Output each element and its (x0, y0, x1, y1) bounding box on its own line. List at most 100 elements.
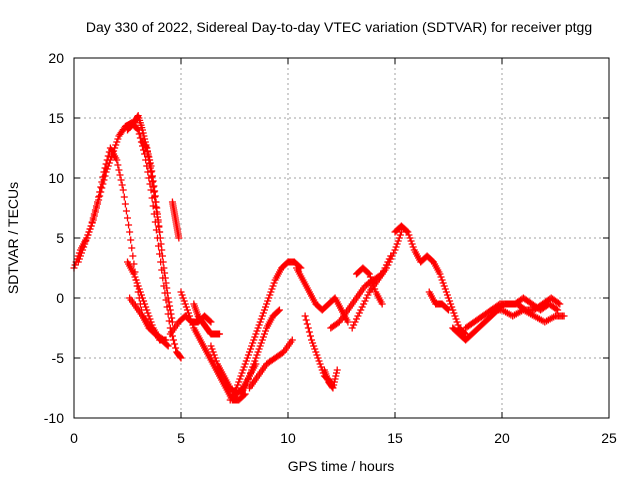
data-point (141, 300, 149, 308)
data-point (552, 305, 560, 313)
data-point (87, 222, 95, 230)
data-point (316, 360, 324, 368)
data-point (443, 305, 451, 313)
y-axis-label: SDTVAR / TECUs (5, 182, 21, 294)
data-point (130, 270, 138, 278)
data-point (112, 141, 120, 149)
data-point (243, 354, 251, 362)
data-point (211, 354, 219, 362)
data-point (148, 173, 156, 181)
data-point (306, 332, 314, 340)
x-tick-label: 0 (70, 430, 78, 446)
data-point (158, 246, 166, 254)
data-point (145, 153, 153, 161)
data-point (396, 231, 404, 239)
data-point (164, 294, 172, 302)
data-point (125, 221, 133, 229)
series-arc-21 (391, 222, 470, 338)
data-point (167, 310, 175, 318)
data-point (443, 291, 451, 299)
data-point (362, 294, 370, 302)
data-point (122, 207, 130, 215)
data-point (366, 273, 374, 281)
data-point (309, 339, 317, 347)
y-tick-label: 10 (48, 170, 64, 186)
data-point (184, 309, 192, 317)
data-point (147, 162, 155, 170)
data-point (209, 348, 217, 356)
data-point (114, 135, 122, 143)
data-point (154, 216, 162, 224)
data-point (166, 302, 174, 310)
data-point (84, 231, 92, 239)
data-point (330, 378, 338, 386)
data-point (79, 246, 87, 254)
data-point (361, 297, 369, 305)
data-point (392, 243, 400, 251)
data-point (384, 261, 392, 269)
data-point (560, 312, 568, 320)
data-point (88, 218, 96, 226)
series-arc-12 (226, 258, 305, 404)
data-point (248, 342, 256, 350)
data-point (91, 206, 99, 214)
data-point (358, 303, 366, 311)
data-point (151, 192, 159, 200)
data-point (233, 384, 241, 392)
data-point (132, 276, 140, 284)
data-point (100, 168, 108, 176)
data-point (86, 225, 94, 233)
data-point (116, 171, 124, 179)
data-point (332, 372, 340, 380)
series-arc-25 (487, 306, 568, 326)
data-point (303, 320, 311, 328)
data-point (160, 264, 168, 272)
data-point (143, 306, 151, 314)
data-point (252, 354, 260, 362)
data-point (144, 309, 152, 317)
data-point (147, 168, 155, 176)
data-point (165, 298, 173, 306)
series-arc-19 (348, 228, 405, 332)
data-point (247, 369, 255, 377)
data-point (82, 237, 90, 245)
data-point (135, 285, 143, 293)
series-arc-7 (126, 294, 168, 344)
data-point (365, 270, 373, 278)
data-point (308, 336, 316, 344)
data-point (242, 357, 250, 365)
data-point (161, 274, 169, 282)
data-point (124, 214, 131, 222)
data-point (136, 288, 144, 296)
data-point (120, 193, 128, 201)
data-point (139, 129, 147, 137)
data-point (438, 276, 446, 284)
data-point (156, 228, 164, 236)
data-point (126, 228, 134, 236)
data-point (313, 351, 321, 359)
data-point (92, 202, 100, 210)
data-point (150, 182, 158, 190)
data-point (207, 318, 215, 326)
data-point (445, 306, 452, 314)
data-point (351, 318, 359, 326)
data-point (257, 339, 265, 347)
data-point (163, 341, 171, 349)
data-point (90, 210, 98, 218)
data-point (452, 315, 460, 323)
data-point (210, 351, 218, 359)
data-point (453, 318, 461, 326)
data-point (119, 186, 127, 194)
data-point (168, 318, 176, 326)
data-point (454, 321, 462, 329)
data-point (235, 378, 243, 386)
data-point (101, 164, 109, 172)
data-point (257, 315, 265, 323)
data-point (311, 345, 319, 353)
data-point (405, 231, 413, 239)
data-point (408, 240, 416, 248)
data-point (170, 336, 178, 344)
data-point (269, 282, 277, 290)
data-point (352, 315, 360, 323)
data-point (247, 345, 255, 353)
